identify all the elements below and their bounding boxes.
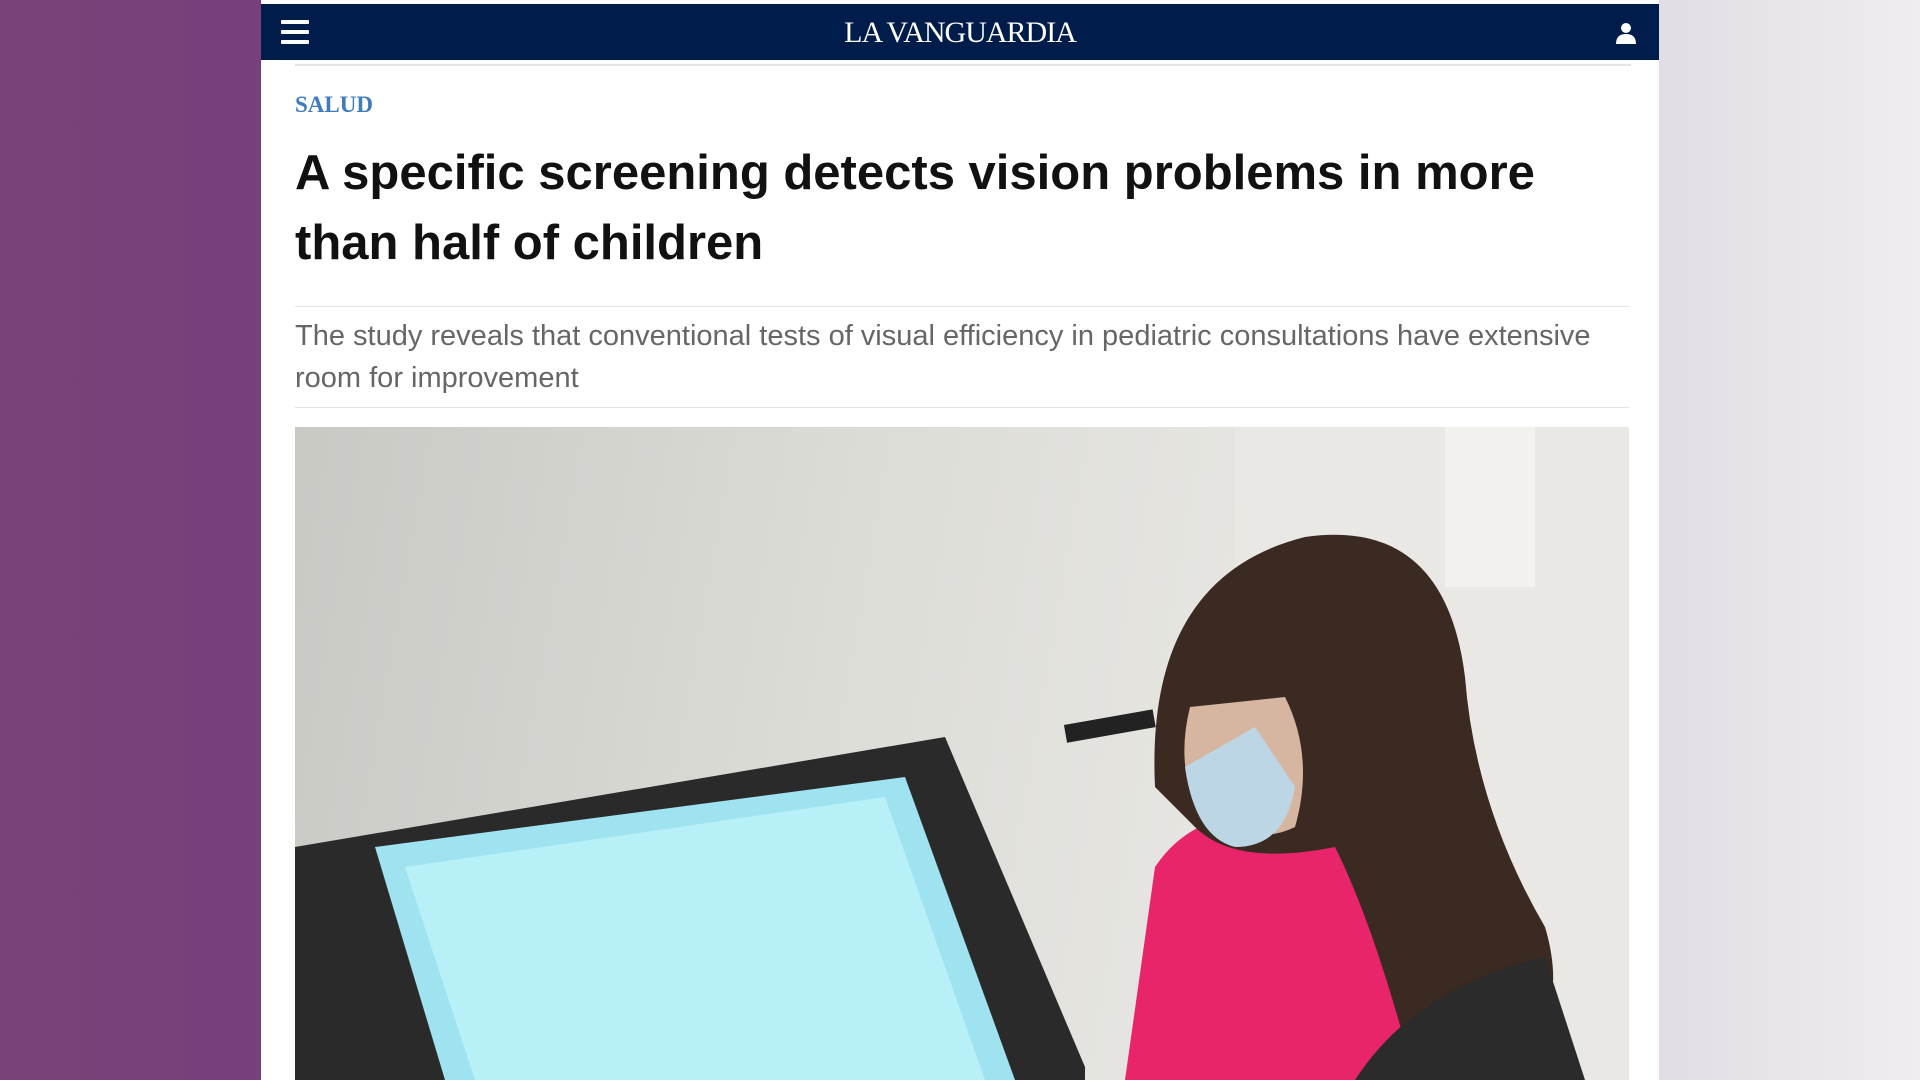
section-link[interactable]: SALUD (295, 92, 373, 117)
article-photo (295, 427, 1629, 1080)
article-subtitle: The study reveals that conventional test… (295, 306, 1629, 408)
divider (295, 64, 1631, 66)
article-page: LA VANGUARDIA SALUD A specific screening… (261, 0, 1659, 1080)
site-logo[interactable]: LA VANGUARDIA (844, 16, 1077, 49)
user-icon[interactable] (1615, 22, 1637, 44)
photo-illustration (295, 427, 1629, 1080)
article-title: A specific screening detects vision prob… (295, 146, 1535, 270)
site-header: LA VANGUARDIA (261, 4, 1659, 60)
hamburger-icon[interactable] (281, 20, 309, 44)
